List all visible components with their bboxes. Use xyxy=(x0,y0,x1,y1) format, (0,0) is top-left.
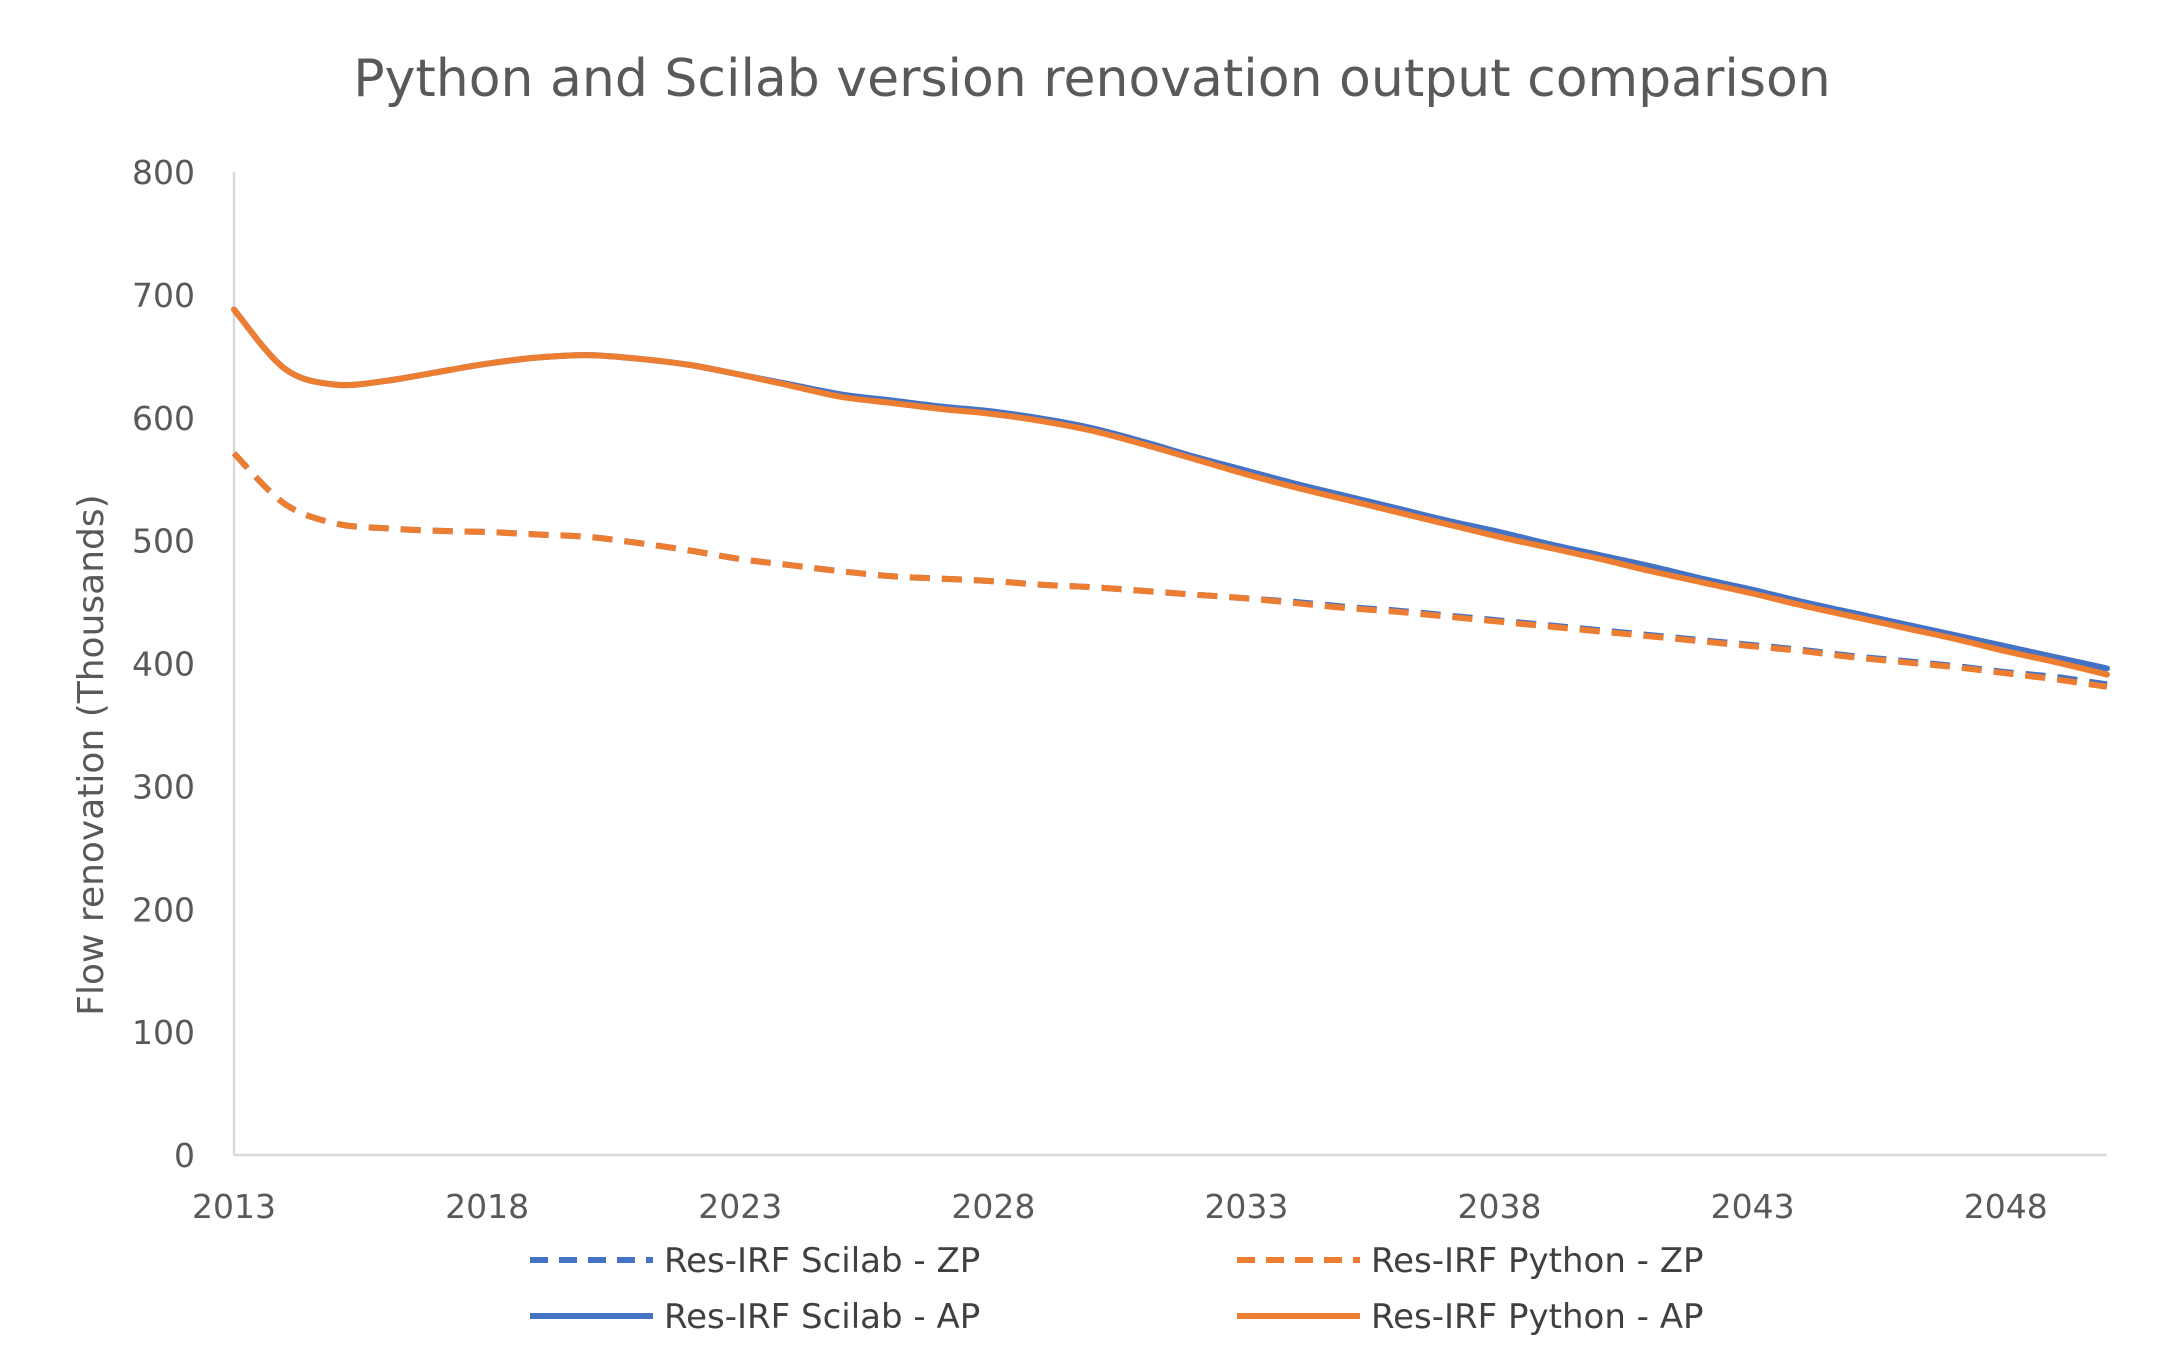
legend: Res-IRF Scilab - ZP Res-IRF Python - ZP Re… xyxy=(530,1241,1704,1337)
y-axis-title: Flow renovation (Thousands) xyxy=(71,494,112,1015)
x-tick-label: 2028 xyxy=(951,1187,1035,1226)
y-tick-label: 100 xyxy=(132,1013,195,1052)
chart-title: Python and Scilab version renovation out… xyxy=(353,49,1830,109)
x-tick-label: 2038 xyxy=(1458,1187,1542,1226)
legend-label-python-zp: Res-IRF Python - ZP xyxy=(1371,1241,1704,1281)
x-tick-label: 2033 xyxy=(1204,1187,1288,1226)
x-tick-label: 2043 xyxy=(1711,1187,1795,1226)
legend-label-scilab-zp: Res-IRF Scilab - ZP xyxy=(664,1241,980,1281)
series-line-scilab-zp xyxy=(231,451,2108,688)
series-line-scilab-ap xyxy=(231,306,2110,672)
axes xyxy=(232,172,2107,1157)
x-tick-label: 2023 xyxy=(698,1187,782,1226)
series-line-python-ap xyxy=(231,306,2110,678)
y-tick-label: 700 xyxy=(132,276,195,315)
y-tick-label: 600 xyxy=(132,399,195,438)
x-tick-label: 2048 xyxy=(1964,1187,2048,1226)
y-tick-label: 200 xyxy=(132,890,195,929)
y-tick-label: 300 xyxy=(132,767,195,806)
y-tick-label: 500 xyxy=(132,522,195,561)
x-tick-label: 2018 xyxy=(445,1187,529,1226)
y-tick-label: 400 xyxy=(132,645,195,684)
legend-label-scilab-ap: Res-IRF Scilab - AP xyxy=(664,1297,980,1337)
y-tick-label: 0 xyxy=(174,1136,195,1175)
x-axis-tick-labels: 2013 2018 2023 2028 2033 2038 2043 2048 xyxy=(192,1187,2048,1226)
series-line-python-zp xyxy=(231,451,2108,690)
series-lines xyxy=(231,306,2110,690)
x-tick-label: 2013 xyxy=(192,1187,276,1226)
legend-label-python-ap: Res-IRF Python - AP xyxy=(1371,1297,1704,1337)
y-tick-label: 800 xyxy=(132,153,195,192)
y-axis-tick-labels: 0 100 200 300 400 500 600 700 800 xyxy=(132,153,195,1175)
